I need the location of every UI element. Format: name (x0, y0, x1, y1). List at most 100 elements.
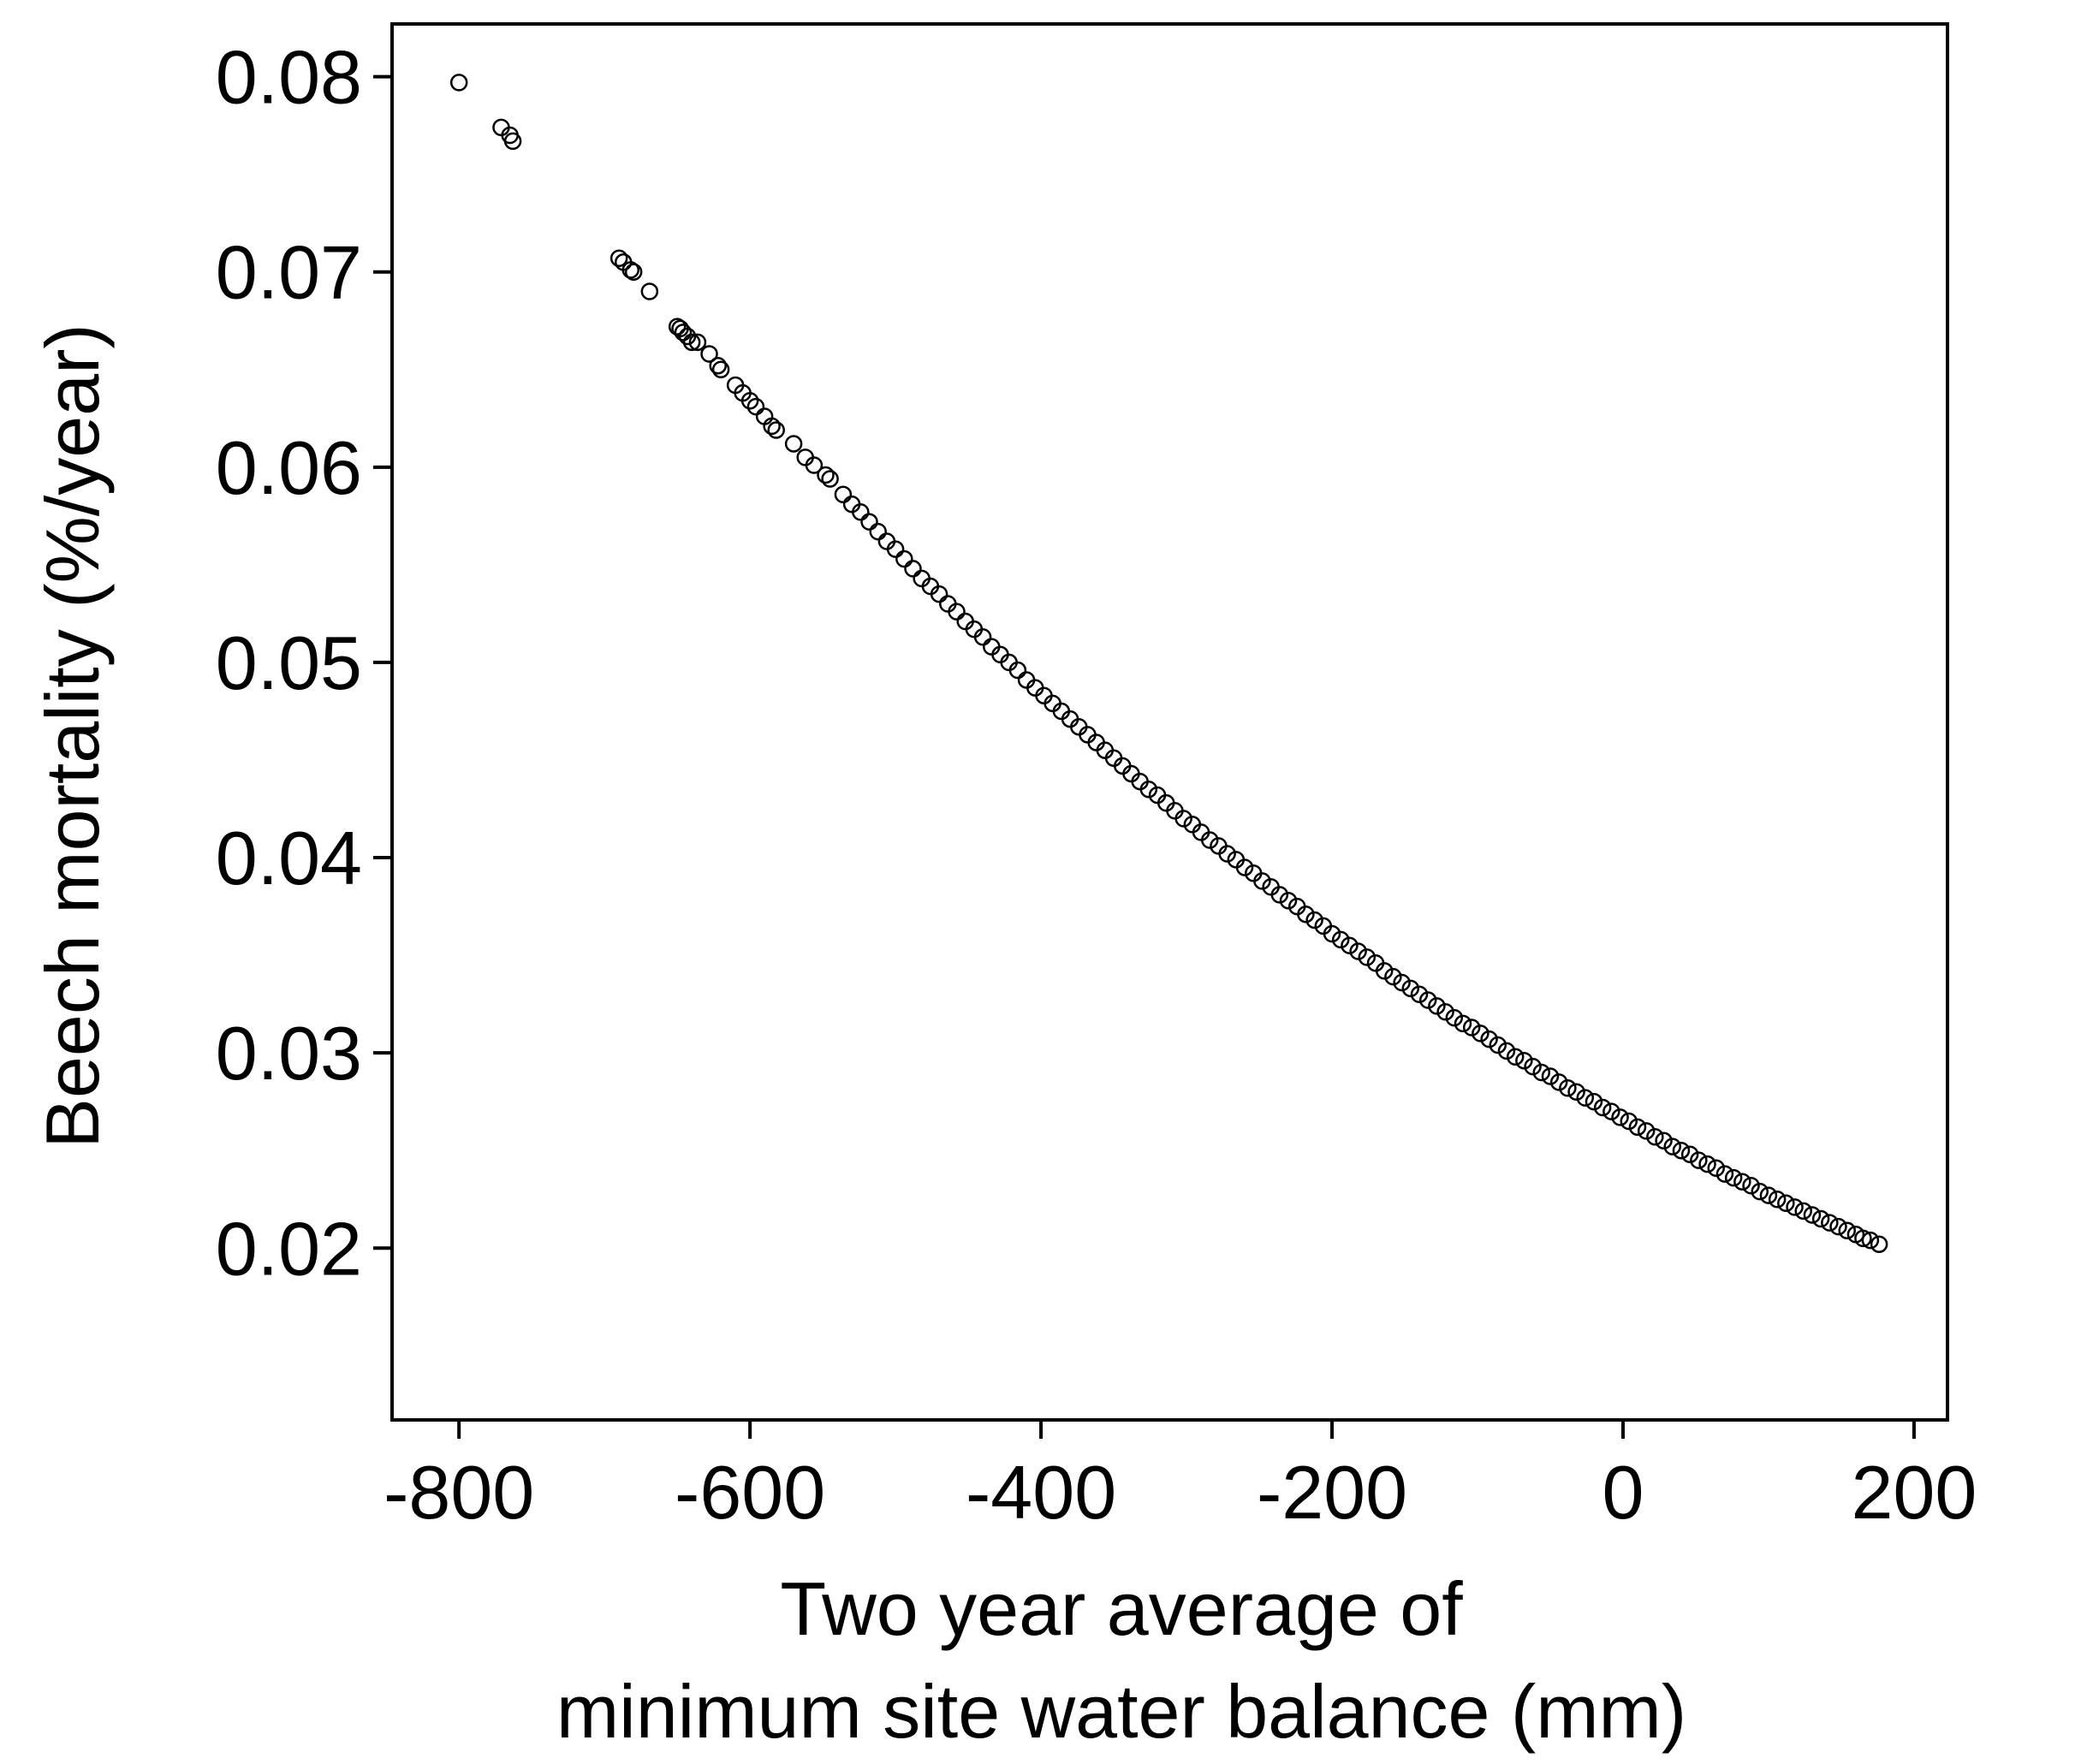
data-point (1724, 1168, 1743, 1187)
x-tick-label: -800 (384, 1450, 534, 1535)
data-point (682, 333, 701, 352)
data-point (1680, 1145, 1699, 1164)
x-tick-label: 200 (1851, 1450, 1977, 1535)
data-point (1436, 1002, 1454, 1021)
data-point (1870, 1235, 1888, 1253)
data-point (930, 585, 948, 603)
data-point (948, 603, 966, 621)
data-point (449, 74, 468, 92)
data-point (1707, 1159, 1725, 1177)
data-point (1253, 872, 1271, 890)
data-point (1358, 948, 1377, 966)
data-point (1742, 1177, 1760, 1195)
x-tick-label: 0 (1602, 1450, 1644, 1535)
data-point (1462, 1019, 1481, 1036)
y-tick-label: 0.04 (216, 816, 362, 900)
y-tick-label: 0.07 (216, 230, 362, 315)
data-point (1297, 905, 1315, 924)
data-point (1821, 1214, 1839, 1232)
y-axis: 0.02 0.03 0.04 0.05 0.06 0.07 0.08 (216, 35, 392, 1291)
y-tick-label: 0.03 (216, 1011, 362, 1096)
data-point (904, 560, 922, 578)
data-point (1418, 991, 1437, 1009)
data-point (1445, 1008, 1464, 1027)
data-point (886, 540, 905, 558)
data-point (1786, 1198, 1804, 1216)
data-point (1375, 962, 1394, 980)
data-point (711, 360, 730, 379)
data-point (1861, 1231, 1880, 1250)
data-point (1270, 886, 1289, 904)
y-axis-title: Beech mortality (%/year) (30, 324, 115, 1148)
data-point (1401, 979, 1420, 998)
data-point (1751, 1182, 1769, 1201)
data-point (740, 392, 759, 410)
data-point (709, 356, 727, 375)
data-point (621, 261, 640, 279)
data-point (1854, 1229, 1872, 1248)
data-point (1602, 1102, 1620, 1120)
x-axis-title-line-2: minimum site water balance (mm) (556, 1669, 1686, 1754)
data-point (1305, 911, 1323, 930)
data-point (1628, 1118, 1647, 1137)
data-point (1235, 858, 1254, 876)
data-point (1803, 1206, 1822, 1224)
y-tick-label: 0.02 (216, 1206, 362, 1291)
data-point (1620, 1112, 1638, 1131)
x-tick-label: -400 (966, 1450, 1116, 1535)
x-axis-title-line-1: Two year average of (780, 1566, 1463, 1651)
data-point (1008, 661, 1027, 680)
data-point (817, 466, 835, 484)
data-point (1777, 1194, 1795, 1213)
data-point (1349, 942, 1367, 960)
data-point (1593, 1098, 1612, 1117)
y-tick-label: 0.08 (216, 35, 362, 120)
data-point (1139, 780, 1158, 799)
data-point (1454, 1014, 1472, 1033)
data-point (674, 324, 693, 342)
data-point (1515, 1052, 1533, 1070)
data-point (805, 456, 824, 474)
data-point (609, 249, 628, 267)
data-point (834, 485, 853, 503)
data-point (688, 333, 707, 352)
data-point (1690, 1151, 1708, 1169)
data-point (640, 282, 659, 300)
data-point (1506, 1048, 1525, 1066)
data-point (784, 435, 803, 453)
data-point (1829, 1217, 1847, 1236)
data-point (1576, 1089, 1595, 1107)
data-point (1768, 1190, 1787, 1209)
data-point (1838, 1221, 1856, 1239)
data-point (1480, 1030, 1498, 1048)
data-point (1497, 1042, 1516, 1060)
data-point (1341, 936, 1359, 954)
data-points (449, 74, 1888, 1253)
data-point (1323, 924, 1341, 943)
data-point (700, 345, 718, 363)
data-point (1715, 1165, 1734, 1183)
data-point (1794, 1202, 1812, 1221)
data-point (1672, 1141, 1691, 1160)
data-point (1663, 1137, 1682, 1155)
y-tick-label: 0.06 (216, 425, 362, 510)
plot-frame (390, 22, 1949, 1422)
x-axis: -800 -600 -400 -200 0 200 (384, 1420, 1977, 1535)
data-point (1279, 891, 1298, 910)
data-point (1655, 1131, 1673, 1150)
data-point (1733, 1173, 1751, 1191)
data-point (852, 503, 870, 521)
x-tick-label: -200 (1257, 1450, 1407, 1535)
data-point (503, 132, 522, 151)
data-point (1218, 845, 1236, 863)
data-point (746, 397, 765, 416)
data-point (1331, 930, 1350, 949)
data-point (1532, 1063, 1551, 1082)
data-point (973, 628, 992, 646)
data-point (1541, 1067, 1560, 1085)
data-point (1524, 1057, 1542, 1076)
data-point (1410, 985, 1429, 1003)
data-point (1567, 1083, 1585, 1102)
data-point (1759, 1186, 1778, 1204)
data-point (1637, 1122, 1656, 1140)
